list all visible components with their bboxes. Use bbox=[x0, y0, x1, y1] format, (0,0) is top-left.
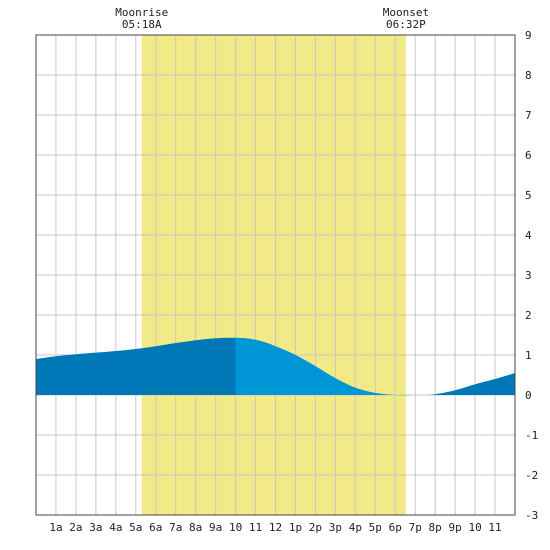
tide-area-daytime bbox=[235, 337, 426, 396]
y-tick-label: 0 bbox=[525, 389, 532, 402]
x-tick-label: 5p bbox=[369, 521, 382, 534]
x-tick-label: 11 bbox=[249, 521, 262, 534]
x-tick-label: 4p bbox=[349, 521, 362, 534]
x-tick-label: 5a bbox=[129, 521, 142, 534]
y-tick-label: 4 bbox=[525, 229, 532, 242]
x-tick-label: 3p bbox=[329, 521, 342, 534]
y-tick-label: 8 bbox=[525, 69, 532, 82]
x-tick-label: 6p bbox=[389, 521, 402, 534]
x-tick-label: 1p bbox=[289, 521, 302, 534]
y-tick-label: 7 bbox=[525, 109, 532, 122]
x-tick-label: 11 bbox=[488, 521, 501, 534]
x-tick-label: 10 bbox=[468, 521, 481, 534]
x-tick-label: 2p bbox=[309, 521, 322, 534]
x-tick-label: 2a bbox=[69, 521, 82, 534]
y-tick-label: 1 bbox=[525, 349, 532, 362]
y-tick-label: 2 bbox=[525, 309, 532, 322]
x-tick-label: 1a bbox=[49, 521, 62, 534]
x-tick-label: 9p bbox=[449, 521, 462, 534]
x-tick-label: 8p bbox=[429, 521, 442, 534]
moonset-label: Moonset bbox=[383, 6, 429, 19]
plot-border bbox=[35, 34, 516, 516]
y-tick-label: 3 bbox=[525, 269, 532, 282]
x-tick-label: 4a bbox=[109, 521, 122, 534]
x-tick-label: 7p bbox=[409, 521, 422, 534]
y-tick-label: -2 bbox=[525, 469, 538, 482]
y-tick-label: 6 bbox=[525, 149, 532, 162]
x-tick-label: 8a bbox=[189, 521, 202, 534]
x-tick-label: 12 bbox=[269, 521, 282, 534]
x-tick-label: 3a bbox=[89, 521, 102, 534]
x-tick-label: 6a bbox=[149, 521, 162, 534]
y-tick-label: 9 bbox=[525, 29, 532, 42]
x-tick-label: 10 bbox=[229, 521, 242, 534]
y-tick-label: 5 bbox=[525, 189, 532, 202]
moonset-time: 06:32P bbox=[386, 18, 426, 31]
y-tick-label: -1 bbox=[525, 429, 538, 442]
moonrise-time: 05:18A bbox=[122, 18, 162, 31]
x-tick-label: 9a bbox=[209, 521, 222, 534]
x-tick-label: 7a bbox=[169, 521, 182, 534]
y-tick-label: -3 bbox=[525, 509, 538, 522]
moonrise-label: Moonrise bbox=[115, 6, 168, 19]
